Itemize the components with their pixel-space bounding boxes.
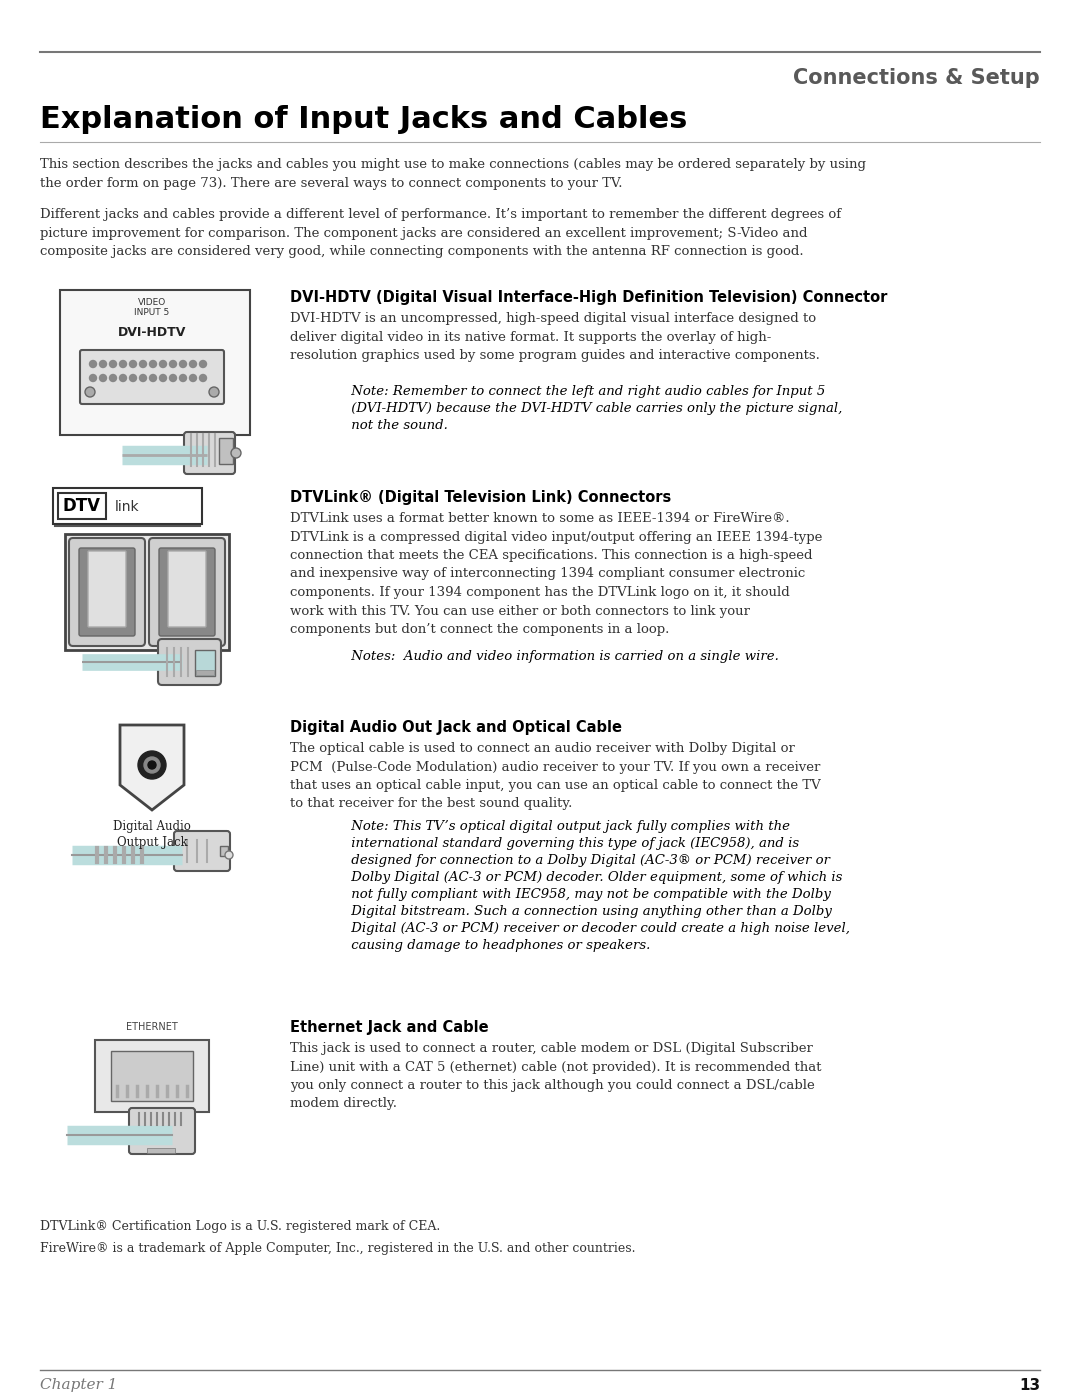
Text: Note: Remember to connect the left and right audio cables for Input 5
     (DVI-: Note: Remember to connect the left and r…: [330, 386, 842, 432]
Text: Digital Audio Out Jack and Optical Cable: Digital Audio Out Jack and Optical Cable: [291, 719, 622, 735]
FancyBboxPatch shape: [69, 538, 145, 645]
Text: VIDEO
INPUT 5: VIDEO INPUT 5: [134, 298, 170, 317]
FancyBboxPatch shape: [79, 548, 135, 636]
Text: DTV: DTV: [63, 497, 102, 515]
Circle shape: [149, 374, 157, 381]
Text: DTVLink uses a format better known to some as IEEE-1394 or FireWire®.
DTVLink is: DTVLink uses a format better known to so…: [291, 511, 822, 636]
Circle shape: [85, 387, 95, 397]
Circle shape: [231, 448, 241, 458]
Circle shape: [149, 360, 157, 367]
Circle shape: [138, 752, 166, 780]
Text: The optical cable is used to connect an audio receiver with Dolby Digital or
PCM: The optical cable is used to connect an …: [291, 742, 821, 810]
FancyBboxPatch shape: [159, 548, 215, 636]
FancyBboxPatch shape: [60, 291, 249, 434]
Text: Notes:  Audio and video information is carried on a single wire.: Notes: Audio and video information is ca…: [330, 650, 779, 664]
FancyBboxPatch shape: [95, 1039, 210, 1112]
Text: DVI-HDTV is an uncompressed, high-speed digital visual interface designed to
del: DVI-HDTV is an uncompressed, high-speed …: [291, 312, 820, 362]
Circle shape: [225, 851, 233, 859]
FancyBboxPatch shape: [58, 493, 106, 520]
Circle shape: [120, 374, 126, 381]
Circle shape: [130, 374, 136, 381]
Text: Ethernet Jack and Cable: Ethernet Jack and Cable: [291, 1020, 488, 1035]
Text: FireWire® is a trademark of Apple Computer, Inc., registered in the U.S. and oth: FireWire® is a trademark of Apple Comput…: [40, 1242, 635, 1255]
FancyBboxPatch shape: [158, 638, 221, 685]
Circle shape: [170, 360, 176, 367]
Text: DVI-HDTV: DVI-HDTV: [118, 326, 186, 339]
Circle shape: [200, 374, 206, 381]
Text: Explanation of Input Jacks and Cables: Explanation of Input Jacks and Cables: [40, 105, 687, 134]
FancyBboxPatch shape: [195, 650, 215, 676]
FancyBboxPatch shape: [149, 538, 225, 645]
Circle shape: [139, 374, 147, 381]
FancyBboxPatch shape: [53, 488, 202, 524]
Circle shape: [160, 374, 166, 381]
FancyBboxPatch shape: [195, 671, 214, 675]
Circle shape: [130, 360, 136, 367]
Text: Connections & Setup: Connections & Setup: [793, 68, 1040, 88]
FancyBboxPatch shape: [168, 550, 206, 627]
FancyBboxPatch shape: [220, 847, 228, 856]
Circle shape: [160, 360, 166, 367]
Circle shape: [144, 757, 160, 773]
Text: Note: This TV’s optical digital output jack fully complies with the
     interna: Note: This TV’s optical digital output j…: [330, 820, 850, 951]
Circle shape: [99, 374, 107, 381]
FancyBboxPatch shape: [147, 1148, 175, 1153]
Circle shape: [148, 761, 156, 768]
FancyBboxPatch shape: [87, 550, 126, 627]
Circle shape: [170, 374, 176, 381]
FancyBboxPatch shape: [65, 534, 229, 650]
Circle shape: [189, 360, 197, 367]
Circle shape: [179, 360, 187, 367]
Circle shape: [200, 360, 206, 367]
Circle shape: [139, 360, 147, 367]
Text: ETHERNET: ETHERNET: [126, 1023, 178, 1032]
Text: link: link: [114, 500, 139, 514]
Circle shape: [120, 360, 126, 367]
Text: Digital Audio
Output Jack: Digital Audio Output Jack: [113, 820, 191, 849]
Text: DVI-HDTV (Digital Visual Interface-High Definition Television) Connector: DVI-HDTV (Digital Visual Interface-High …: [291, 291, 888, 305]
Circle shape: [109, 374, 117, 381]
Text: Different jacks and cables provide a different level of performance. It’s import: Different jacks and cables provide a dif…: [40, 208, 841, 258]
FancyBboxPatch shape: [184, 432, 235, 474]
Circle shape: [90, 360, 96, 367]
Circle shape: [90, 374, 96, 381]
Circle shape: [189, 374, 197, 381]
Polygon shape: [120, 725, 184, 810]
Text: Chapter 1: Chapter 1: [40, 1377, 118, 1391]
FancyBboxPatch shape: [129, 1108, 195, 1154]
Text: This section describes the jacks and cables you might use to make connections (c: This section describes the jacks and cab…: [40, 158, 866, 190]
FancyBboxPatch shape: [219, 439, 233, 464]
FancyBboxPatch shape: [174, 831, 230, 870]
Circle shape: [99, 360, 107, 367]
Text: DTVLink® (Digital Television Link) Connectors: DTVLink® (Digital Television Link) Conne…: [291, 490, 672, 504]
FancyBboxPatch shape: [111, 1051, 193, 1101]
Text: 13: 13: [1018, 1377, 1040, 1393]
FancyBboxPatch shape: [80, 351, 224, 404]
Text: This jack is used to connect a router, cable modem or DSL (Digital Subscriber
Li: This jack is used to connect a router, c…: [291, 1042, 822, 1111]
Circle shape: [210, 387, 219, 397]
Circle shape: [179, 374, 187, 381]
Text: DTVLink® Certification Logo is a U.S. registered mark of CEA.: DTVLink® Certification Logo is a U.S. re…: [40, 1220, 441, 1234]
Circle shape: [109, 360, 117, 367]
